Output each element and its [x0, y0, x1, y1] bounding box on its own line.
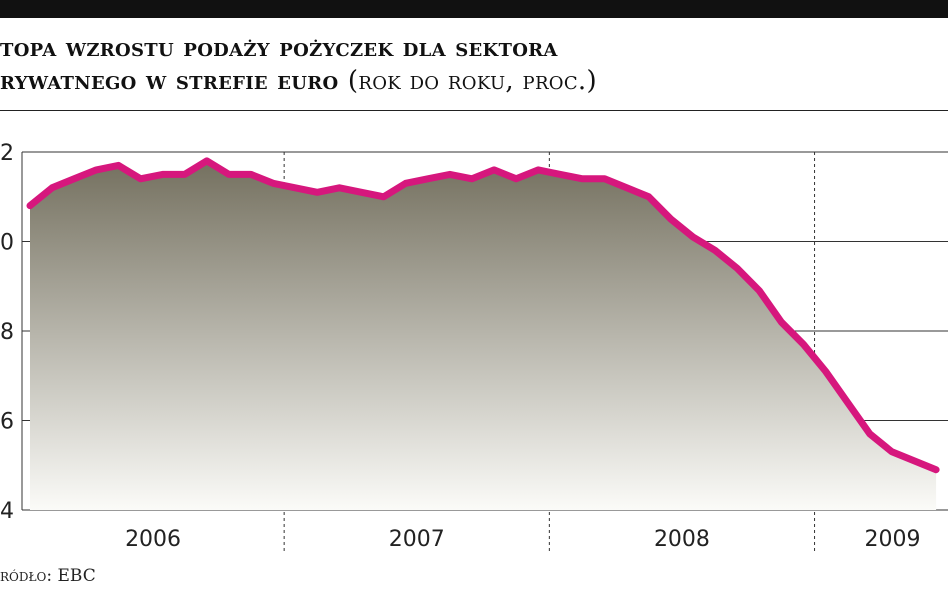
series-line: [26, 157, 940, 474]
title-line-1: topa wzrostu podaży pożyczek dla sektora: [0, 33, 558, 63]
x-tick-label: 2007: [389, 527, 445, 552]
x-tick-label: 2008: [654, 527, 710, 552]
top-bar: [0, 0, 948, 18]
y-tick-label: 2: [0, 141, 14, 166]
title-line-2: rywatnego w strefie euro (rok do roku, p…: [0, 65, 940, 98]
title-rule: [0, 110, 948, 111]
x-tick-label: 2006: [125, 527, 181, 552]
area-chart: 2 0 8 6 4 2006 2007 2008 2009: [0, 141, 948, 554]
y-tick-label: 6: [0, 410, 14, 435]
series-area: [30, 160, 937, 510]
y-tick-label: 0: [0, 231, 14, 256]
chart-title: topa wzrostu podaży pożyczek dla sektora…: [0, 32, 940, 98]
y-tick-label: 8: [0, 320, 14, 345]
y-tick-label: 4: [0, 499, 14, 524]
x-tick-label: 2009: [865, 527, 921, 552]
title-line-2-text: rywatnego w strefie euro: [0, 66, 339, 96]
title-unit: (rok do roku, proc.): [347, 66, 597, 96]
source-note: ródło: EBC: [0, 566, 96, 586]
